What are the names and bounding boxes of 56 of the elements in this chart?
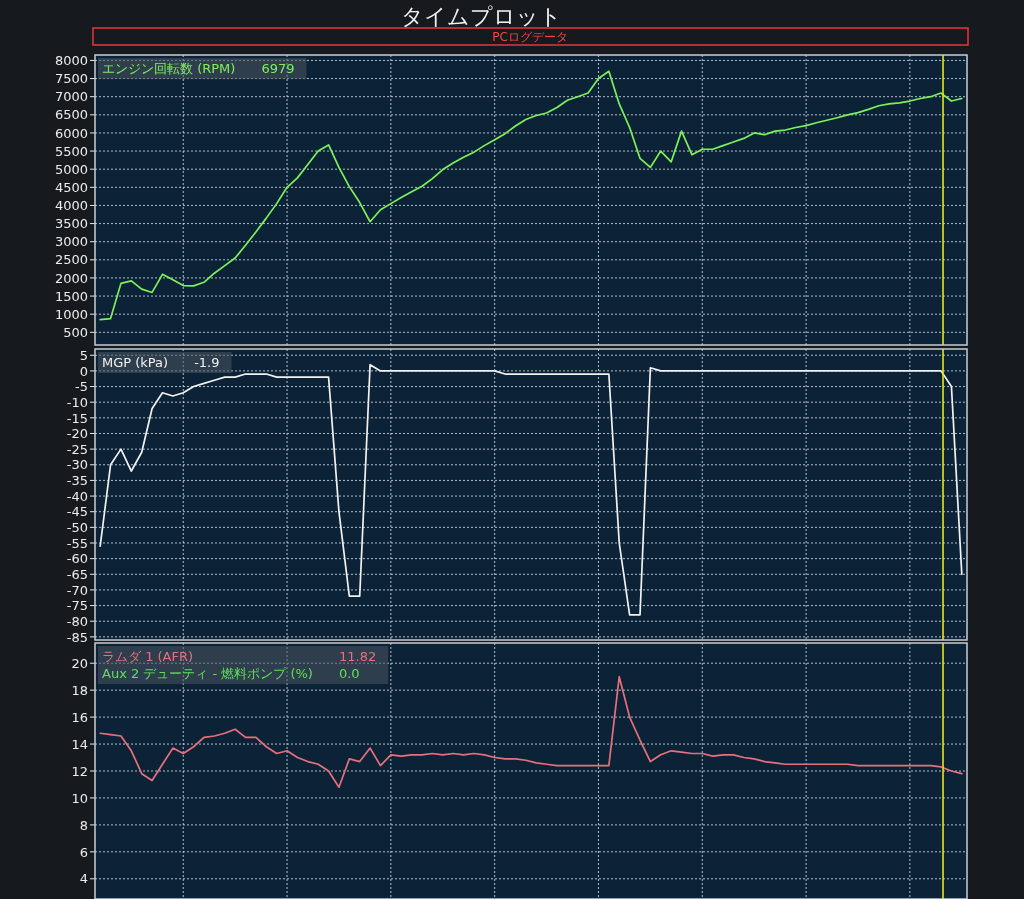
y-tick-label: -50: [66, 520, 88, 536]
y-tick-label: 2500: [54, 252, 88, 268]
y-tick-label: -15: [66, 410, 88, 426]
y-tick-label: -25: [66, 441, 88, 457]
y-tick-label: -5: [75, 379, 88, 395]
y-tick-label: 0: [79, 363, 88, 379]
header: タイムプロット PCログデータ: [92, 4, 969, 46]
y-tick-label: 4500: [54, 179, 88, 195]
y-tick-label: 8000: [54, 53, 88, 69]
legend: ラムダ 1 (AFR) 11.82 Aux 2 デューティ - 燃料ポンプ (%) 0.0: [98, 646, 389, 684]
y-tick-label: -65: [66, 566, 88, 582]
y-tick-label: 6500: [54, 107, 88, 123]
chart-title: タイムプロット: [400, 4, 562, 29]
y-tick-label: 5500: [54, 143, 88, 159]
y-tick-label: 18: [71, 682, 88, 698]
y-tick-label: -75: [66, 598, 88, 614]
y-tick-label: 16: [71, 709, 88, 725]
y-tick-label: 3500: [54, 216, 88, 232]
y-tick-label: 500: [63, 324, 88, 340]
annotation: 0.0: [338, 666, 360, 681]
y-tick-label: 10: [71, 790, 88, 806]
y-tick-label: -85: [66, 629, 88, 645]
chart-subtitle: PCログデータ: [492, 30, 568, 44]
legend: MGP (kPa) -1.9: [98, 352, 232, 373]
y-tick-label: -70: [66, 582, 88, 598]
y-tick-label: 4000: [54, 198, 88, 214]
y-tick-label: -55: [66, 535, 88, 551]
annotation: 6979: [261, 61, 295, 76]
y-tick-label: -60: [66, 551, 88, 567]
y-tick-label: 2000: [54, 270, 88, 286]
y-tick-label: -10: [66, 394, 88, 410]
y-tick-label: 6000: [54, 125, 88, 141]
y-tick-label: -30: [66, 457, 88, 473]
y-tick-label: 4: [79, 871, 88, 887]
y-tick-label: -40: [66, 488, 88, 504]
y-tick-label: 20: [71, 655, 88, 671]
y-tick-label: 5: [79, 347, 88, 363]
annotation: -1.9: [194, 355, 220, 370]
annotation: 11.82: [338, 649, 377, 664]
legend: エンジン回転数 (RPM) 6979: [98, 58, 307, 79]
y-tick-label: 12: [71, 763, 88, 779]
y-tick-label: -20: [66, 426, 88, 442]
y-tick-label: 7000: [54, 89, 88, 105]
y-tick-label: 1500: [54, 288, 88, 304]
y-tick-label: 14: [71, 736, 88, 752]
y-tick-label: 7500: [54, 71, 88, 87]
y-tick-label: 5000: [54, 161, 88, 177]
y-tick-label: -80: [66, 613, 88, 629]
y-tick-label: 8: [79, 817, 88, 833]
legend-label: Aux 2 デューティ - 燃料ポンプ (%): [102, 666, 313, 681]
series-label: MGP (kPa): [102, 355, 169, 370]
y-tick-label: -45: [66, 504, 88, 520]
y-tick-label: 1000: [54, 306, 88, 322]
y-tick-label: 3000: [54, 234, 88, 250]
y-tick-label: 6: [79, 844, 88, 860]
y-tick-label: -35: [66, 473, 88, 489]
